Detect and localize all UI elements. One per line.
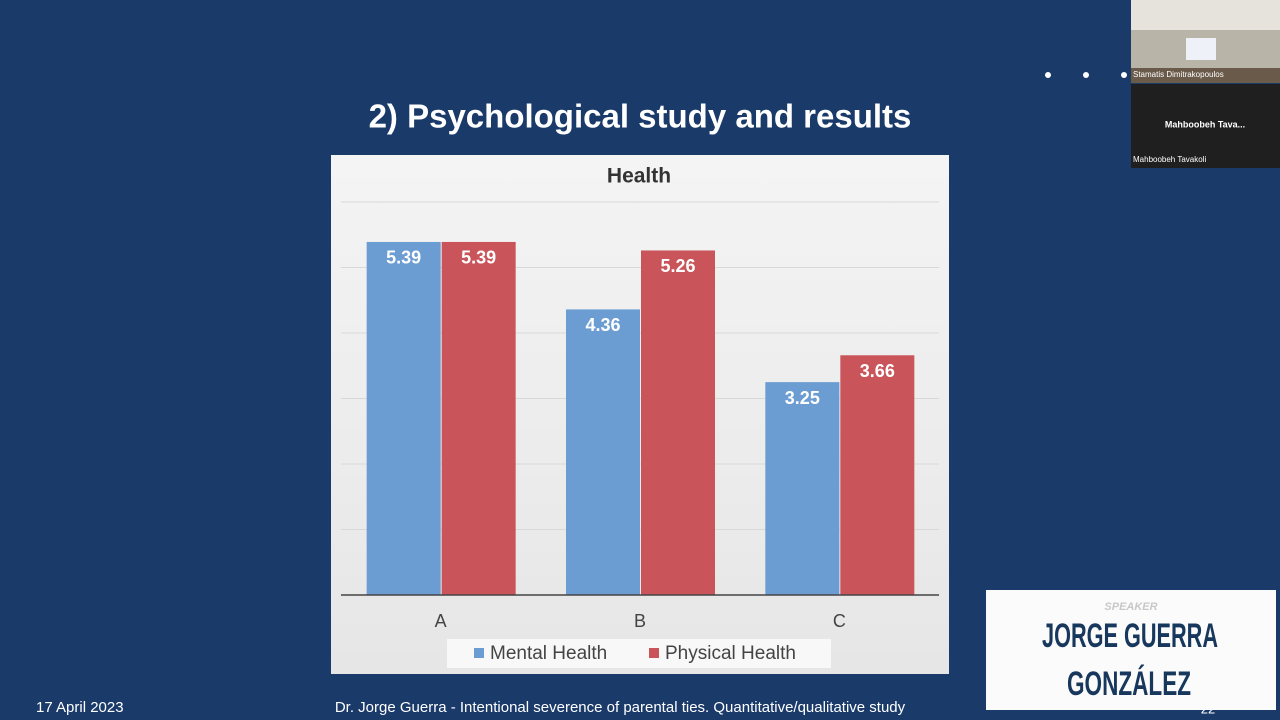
speaker-name: JORGE GUERRA bbox=[1042, 617, 1218, 655]
legend-box bbox=[447, 639, 831, 668]
video-tile[interactable] bbox=[1131, 84, 1280, 168]
chart-title: Health bbox=[607, 165, 671, 188]
data-label: 3.25 bbox=[785, 388, 820, 408]
data-label: 5.26 bbox=[660, 256, 695, 276]
x-tick-label: C bbox=[833, 611, 846, 631]
bar bbox=[641, 250, 715, 595]
legend-label: Mental Health bbox=[490, 643, 607, 664]
legend-label: Physical Health bbox=[665, 643, 796, 664]
x-tick-label: B bbox=[634, 611, 646, 631]
speaker-card bbox=[986, 590, 1276, 710]
participant-name: Mahboobeh Tavakoli bbox=[1133, 155, 1206, 164]
bar bbox=[765, 382, 840, 595]
data-label: 5.39 bbox=[461, 248, 496, 268]
bar bbox=[566, 309, 640, 595]
plot: A 5.39 5.39 B 4.36 5.26 C 3.25 3.66 bbox=[341, 201, 939, 631]
dot bbox=[1045, 72, 1051, 78]
data-label: 3.66 bbox=[860, 361, 895, 381]
legend: Mental Health Physical Health bbox=[474, 643, 796, 664]
speaker-name: GONZÁLEZ bbox=[1067, 665, 1191, 703]
bar bbox=[840, 355, 915, 595]
speaker-role: SPEAKER bbox=[1104, 601, 1157, 613]
data-label: 4.36 bbox=[585, 315, 620, 335]
data-label: 5.39 bbox=[386, 248, 421, 268]
participant-label: Mahboobeh Tava... bbox=[1165, 119, 1245, 129]
legend-swatch bbox=[649, 648, 659, 658]
dot bbox=[1121, 72, 1127, 78]
bar bbox=[366, 241, 441, 595]
footer: Dr. Jorge Guerra - Intentional severence… bbox=[335, 699, 906, 716]
legend-swatch bbox=[474, 648, 484, 658]
bar bbox=[441, 241, 516, 595]
dot bbox=[1083, 72, 1089, 78]
video-ceiling bbox=[1131, 0, 1280, 30]
date: 17 April 2023 bbox=[36, 699, 124, 716]
participant-name: Stamatis Dimitrakopoulos bbox=[1133, 70, 1224, 79]
slide-title: 2) Psychological study and results bbox=[369, 98, 912, 135]
x-tick-label: A bbox=[435, 611, 447, 631]
video-floor bbox=[1131, 68, 1280, 83]
video-screen bbox=[1186, 38, 1216, 60]
